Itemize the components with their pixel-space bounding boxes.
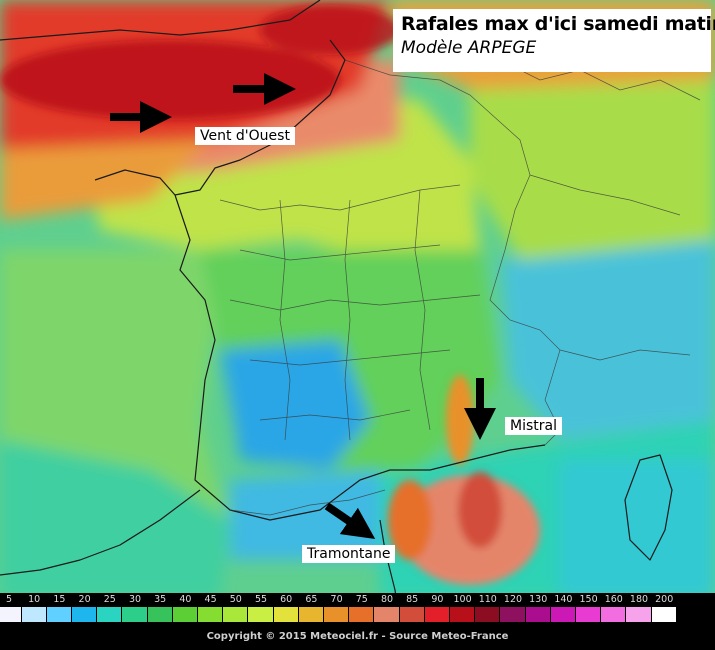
- north-east-zone: [470, 70, 715, 260]
- channel-orange-zone: [0, 140, 210, 220]
- legend-swatch: [550, 607, 576, 622]
- legend-swatch: [450, 607, 476, 622]
- legend-swatch: [72, 607, 98, 622]
- legend-swatch: [424, 607, 450, 622]
- legend-swatch: [223, 607, 249, 622]
- tramontane-label: Tramontane: [302, 545, 396, 563]
- legend-value: 30: [128, 594, 142, 605]
- legend-value: 70: [330, 594, 343, 605]
- legend-swatch: [0, 607, 22, 622]
- legend-value: 120: [503, 594, 523, 605]
- legend-swatch: [147, 607, 173, 622]
- wind-gust-map: [0, 0, 715, 630]
- legend-value: 80: [380, 594, 394, 605]
- legend-value: 10: [28, 594, 41, 605]
- legend-value: 150: [579, 594, 598, 605]
- core-gust-zone: [260, 5, 400, 55]
- lion-gulf-core: [458, 472, 502, 548]
- legend-value: 65: [305, 594, 318, 605]
- legend-swatch: [500, 607, 526, 622]
- legend-value: 85: [406, 594, 419, 605]
- legend-swatch: [298, 607, 324, 622]
- legend-value: 110: [478, 594, 497, 605]
- legend-swatch: [122, 607, 148, 622]
- legend-value: 60: [280, 594, 293, 605]
- legend-swatch: [601, 607, 627, 622]
- core-gust-zone: [0, 40, 340, 120]
- legend-value: 15: [53, 594, 66, 605]
- tramontane-gust: [388, 480, 432, 560]
- france-low-zone: [220, 340, 370, 470]
- legend-value: 5: [5, 594, 13, 605]
- legend-swatch: [349, 607, 375, 622]
- legend-swatch: [475, 607, 501, 622]
- legend-value: 40: [179, 594, 192, 605]
- map-title: Rafales max d'ici samedi matin: [401, 13, 715, 35]
- alps-zone: [500, 230, 715, 440]
- legend-swatch: [324, 607, 350, 622]
- rhone-valley-gust: [446, 375, 474, 465]
- legend-value: 90: [431, 594, 444, 605]
- corsica-coastline: [624, 454, 673, 561]
- legend-swatch: [198, 607, 224, 622]
- legend-value: 50: [229, 594, 242, 605]
- legend-value: 35: [154, 594, 167, 605]
- legend-value: 160: [604, 594, 623, 605]
- legend-swatch: [46, 607, 72, 622]
- model-subtitle: Modèle ARPEGE: [401, 38, 537, 58]
- legend-swatch: [576, 607, 602, 622]
- legend-value: 100: [453, 594, 472, 605]
- legend-swatch: [374, 607, 400, 622]
- legend-swatch: [21, 607, 47, 622]
- france-coastline: [94, 39, 346, 196]
- map-title-box: Rafales max d'ici samedi matin Modèle AR…: [393, 9, 715, 72]
- legend-swatch: [273, 607, 299, 622]
- legend-value: 20: [78, 594, 91, 605]
- gust-color-legend: 5 10 15 20 25 30 35 40 45 50 55 60 65 70 75 80 85 90 100 11…: [0, 593, 715, 630]
- legend-value: 140: [554, 594, 573, 605]
- legend-value: 25: [103, 594, 116, 605]
- legend-swatch: [248, 607, 274, 622]
- legend-swatch: [172, 607, 198, 622]
- west-wind-label: Vent d'Ouest: [195, 127, 295, 145]
- atlantic-south-zone: [0, 440, 230, 600]
- legend-swatch: [626, 607, 652, 622]
- national-border: [344, 59, 561, 446]
- mistral-label: Mistral: [505, 417, 562, 435]
- legend-value: 75: [355, 594, 368, 605]
- legend-swatch: [525, 607, 551, 622]
- england-coastline: [0, 0, 321, 41]
- legend-value: 130: [529, 594, 548, 605]
- legend-swatch: [97, 607, 123, 622]
- legend-value: 180: [629, 594, 649, 605]
- department-borders: [219, 184, 481, 441]
- legend-value: 45: [204, 594, 217, 605]
- spain-coastline: [0, 489, 201, 576]
- legend-value: 200: [655, 594, 674, 605]
- legend-swatch: [399, 607, 425, 622]
- legend-swatch: [651, 607, 677, 622]
- legend-value: 55: [254, 594, 268, 605]
- tramontane-arrow: [324, 502, 376, 540]
- national-border: [229, 489, 386, 516]
- copyright-text: Copyright © 2015 Meteociel.fr - Source M…: [0, 630, 715, 650]
- corsica-sea-zone: [560, 460, 715, 600]
